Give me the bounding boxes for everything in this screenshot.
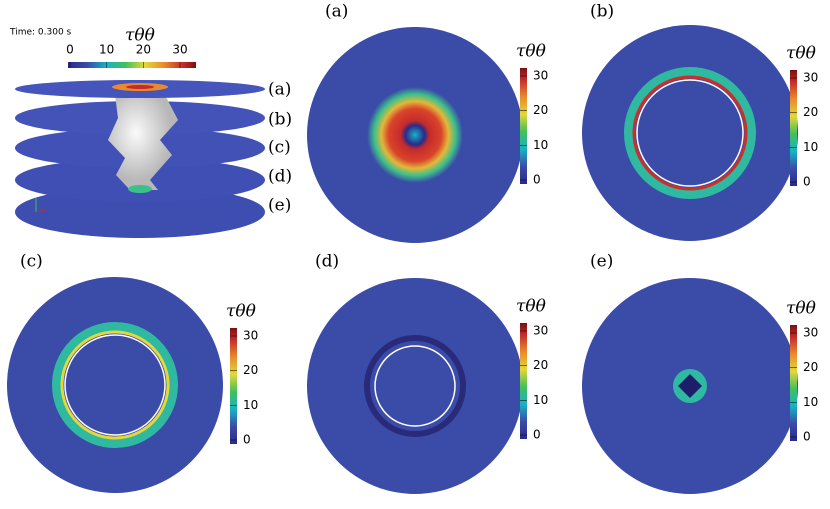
- colorbar-tick: 30: [243, 329, 258, 343]
- colorbar-tick: 10: [99, 43, 114, 57]
- colorbar-title: τθθ: [226, 302, 256, 322]
- panel-label: (e): [590, 252, 613, 272]
- colorbar-tick: 20: [803, 360, 818, 374]
- colorbar-tick: 30: [803, 71, 818, 85]
- hole: [64, 334, 166, 436]
- colorbar-tick: 30: [533, 69, 548, 83]
- colorbar-tick: 0: [243, 433, 251, 447]
- colorbar-tick: 20: [533, 103, 548, 117]
- slice-label: (a): [268, 80, 291, 100]
- halo: [52, 322, 178, 448]
- slice-label: (e): [268, 196, 291, 216]
- colorbar-tick: 0: [803, 430, 811, 444]
- colorbar-tick: 0: [533, 428, 541, 442]
- slice-label: (d): [268, 167, 292, 187]
- colorbar-tick: 20: [243, 363, 258, 377]
- colorbar-tick: 0: [803, 175, 811, 189]
- colorbar-tick: 10: [243, 398, 258, 412]
- colorbar-tick: 10: [533, 393, 548, 407]
- colorbar-title: τθθ: [786, 299, 816, 319]
- halo: [624, 67, 756, 199]
- hole: [636, 79, 744, 187]
- stress-field: [367, 87, 463, 183]
- colorbar: [790, 325, 797, 441]
- panel: (a) τθθ 0 10 20 30: [307, 2, 548, 243]
- colorbar-title: τθθ: [516, 42, 546, 62]
- colorbar-title: τθθ: [125, 26, 155, 46]
- colorbar-title: τθθ: [786, 44, 816, 64]
- colorbar-tick: 30: [803, 326, 818, 340]
- panel: (d) τθθ 0 10 20 30: [307, 252, 548, 494]
- colorbar-title: τθθ: [516, 297, 546, 317]
- stress-core: [678, 374, 702, 398]
- colorbar: [230, 328, 237, 444]
- slice-label: (b): [268, 110, 292, 130]
- slice-label: (c): [268, 138, 291, 158]
- colorbar-tick: 20: [803, 105, 818, 119]
- colorbar: [790, 70, 797, 186]
- hole: [374, 345, 456, 427]
- ring: [60, 330, 170, 440]
- panel-label: (a): [325, 2, 348, 22]
- panel-label: (d): [315, 252, 339, 272]
- panel: (c) τθθ 0 10 20 30: [7, 252, 258, 493]
- time-label: Time: 0.300 s: [9, 28, 72, 38]
- colorbar-tick: 0: [66, 43, 74, 57]
- colorbar-tick: 20: [533, 358, 548, 372]
- ring: [632, 75, 748, 191]
- colorbar-tick: 10: [533, 138, 548, 152]
- panel-label: (c): [20, 252, 43, 272]
- colorbar: [520, 68, 527, 184]
- colorbar-tick: 30: [172, 43, 187, 57]
- panel: (e) τθθ 0 10 20 30: [582, 252, 818, 494]
- colorbar-tick: 10: [803, 395, 818, 409]
- panel: (b) τθθ 0 10 20 30: [582, 2, 818, 241]
- colorbar-tick: 30: [533, 324, 548, 338]
- overview: Time: 0.300 s τθθ 0 10 20 30 (a) (b) (c) (d) (e): [9, 26, 292, 238]
- colorbar-tick: 20: [136, 43, 151, 57]
- halo: [364, 335, 466, 437]
- colorbar: [520, 323, 527, 439]
- colorbar-tick: 10: [803, 140, 818, 154]
- panel-label: (b): [590, 2, 614, 22]
- colorbar-tick: 0: [533, 173, 541, 187]
